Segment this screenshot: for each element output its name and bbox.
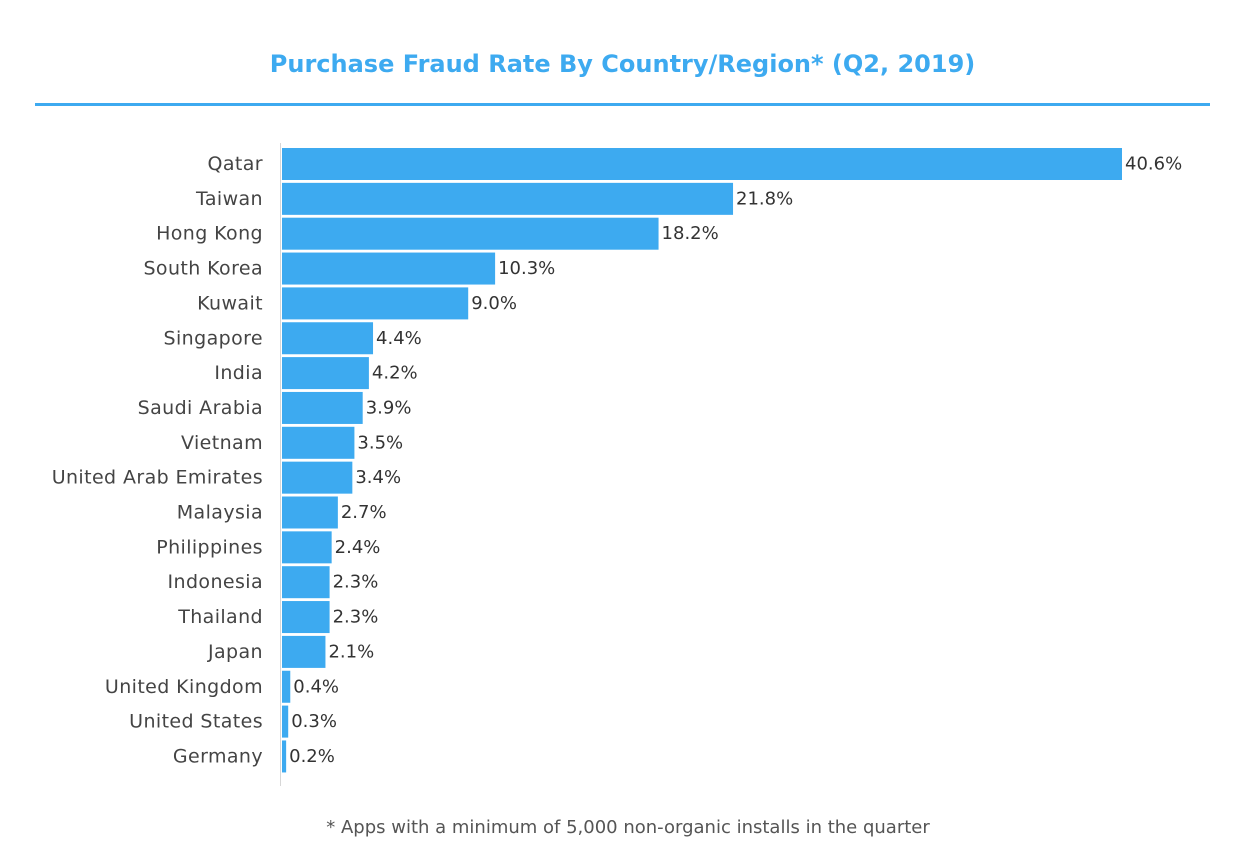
bar-united-arab-emirates <box>282 461 353 494</box>
bar-kuwait <box>282 287 469 320</box>
category-label-united-kingdom: United Kingdom <box>105 676 263 698</box>
category-label-indonesia: Indonesia <box>168 571 263 593</box>
bar-germany <box>282 740 287 773</box>
value-labels-group: 40.6% 21.8% 18.2% 10.3% 9.0% 4.4% 4.2% 3.9% 3.5%… <box>289 154 1182 767</box>
category-labels-group: Qatar Taiwan Hong Kong South Korea Kuwait Sin… <box>52 153 263 767</box>
bar-united-states <box>282 705 289 738</box>
title-divider <box>35 103 1210 106</box>
value-label-malaysia: 2.7% <box>341 502 387 523</box>
value-label-germany: 0.2% <box>289 746 335 767</box>
category-label-qatar: Qatar <box>207 153 263 175</box>
category-label-south-korea: South Korea <box>143 258 263 280</box>
category-label-malaysia: Malaysia <box>177 502 263 524</box>
value-label-united-kingdom: 0.4% <box>293 676 339 697</box>
category-label-united-arab-emirates: United Arab Emirates <box>52 467 263 489</box>
value-label-singapore: 4.4% <box>376 328 422 349</box>
footnote: * Apps with a minimum of 5,000 non-organ… <box>326 817 930 838</box>
value-label-hong-kong: 18.2% <box>662 223 719 244</box>
value-label-taiwan: 21.8% <box>736 188 793 209</box>
bar-hong-kong <box>282 217 659 250</box>
value-label-india: 4.2% <box>372 363 418 384</box>
category-label-kuwait: Kuwait <box>197 292 263 314</box>
value-label-indonesia: 2.3% <box>333 572 379 593</box>
bar-japan <box>282 635 326 668</box>
category-label-japan: Japan <box>207 641 263 663</box>
category-label-philippines: Philippines <box>156 536 263 558</box>
value-label-united-states: 0.3% <box>291 711 337 732</box>
value-label-philippines: 2.4% <box>335 537 381 558</box>
value-label-vietnam: 3.5% <box>357 432 403 453</box>
value-label-united-arab-emirates: 3.4% <box>355 467 401 488</box>
bar-thailand <box>282 601 330 634</box>
category-label-thailand: Thailand <box>177 606 263 628</box>
bars-group <box>282 148 1122 773</box>
category-label-singapore: Singapore <box>164 327 263 349</box>
category-label-united-states: United States <box>129 711 263 733</box>
value-label-south-korea: 10.3% <box>498 258 555 279</box>
bar-singapore <box>282 322 374 355</box>
category-label-india: India <box>214 362 263 384</box>
bar-philippines <box>282 531 332 564</box>
bar-india <box>282 357 369 390</box>
bar-united-kingdom <box>282 670 291 703</box>
bar-qatar <box>282 148 1122 180</box>
value-label-saudi-arabia: 3.9% <box>366 397 412 418</box>
category-label-taiwan: Taiwan <box>195 188 263 210</box>
chart-title: Purchase Fraud Rate By Country/Region* (… <box>269 50 976 78</box>
category-label-germany: Germany <box>173 745 263 767</box>
value-label-qatar: 40.6% <box>1125 154 1182 175</box>
category-label-vietnam: Vietnam <box>181 432 263 454</box>
value-label-thailand: 2.3% <box>333 607 379 628</box>
bar-south-korea <box>282 252 496 285</box>
category-label-saudi-arabia: Saudi Arabia <box>138 397 263 419</box>
bar-vietnam <box>282 426 355 459</box>
category-label-hong-kong: Hong Kong <box>156 223 263 245</box>
bar-taiwan <box>282 182 734 215</box>
bar-saudi-arabia <box>282 391 363 424</box>
bar-indonesia <box>282 566 330 599</box>
value-label-japan: 2.1% <box>328 641 374 662</box>
bar-malaysia <box>282 496 338 529</box>
value-label-kuwait: 9.0% <box>471 293 517 314</box>
